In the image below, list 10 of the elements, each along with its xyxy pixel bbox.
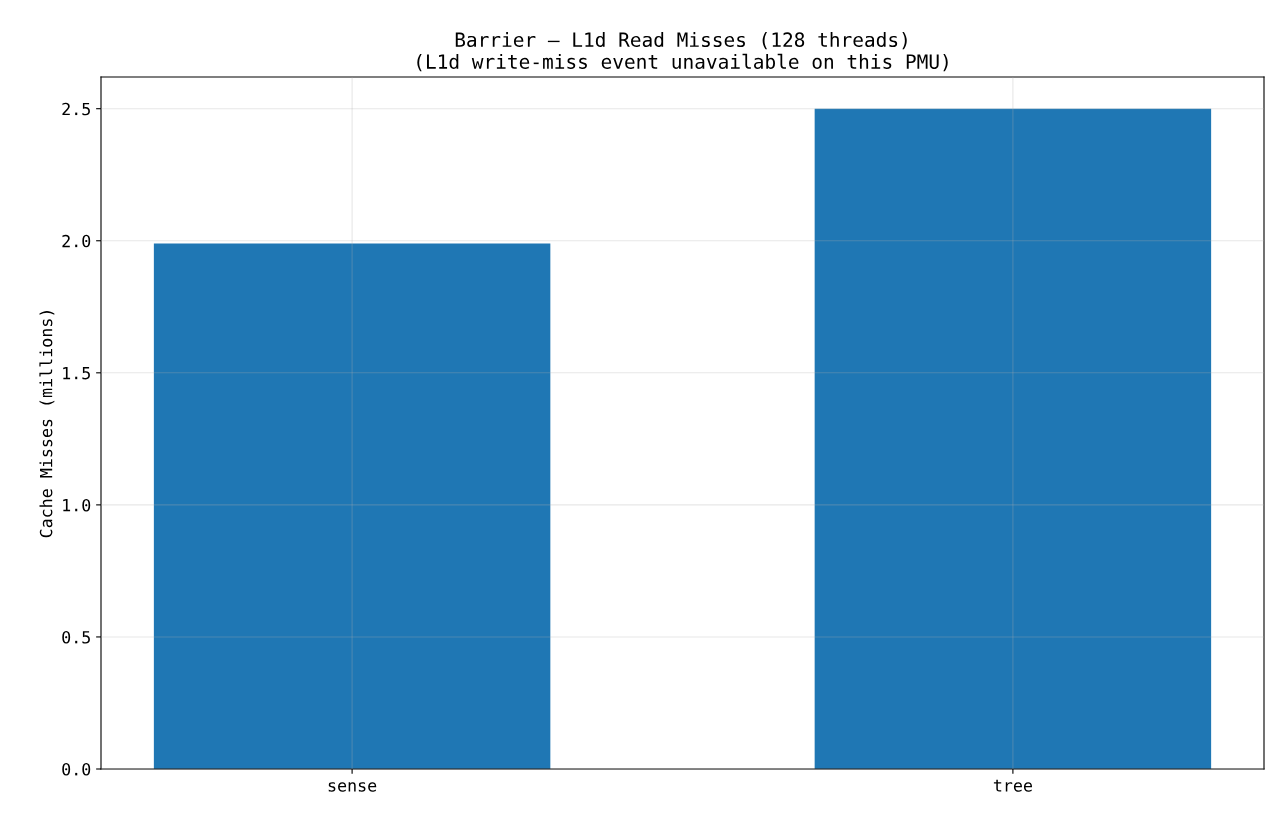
y-tick-label: 2.0 [62, 234, 91, 248]
x-tick-label: tree [993, 779, 1032, 792]
y-tick-label: 0.0 [62, 763, 91, 776]
y-tick-label: 1.5 [63, 367, 90, 380]
y-tick-label: 2.5 [62, 102, 90, 116]
chart-title: Barrier – L1d Read Misses (128 threads) (L1d write-miss event unavailable on this PMU) [417, 31, 948, 72]
y-axis-title: Cache Misses (millions) [39, 311, 55, 538]
x-tick-label: sense [328, 782, 377, 792]
y-tick-label: 1.0 [63, 498, 91, 512]
y-tick-label: 0.5 [62, 630, 90, 644]
